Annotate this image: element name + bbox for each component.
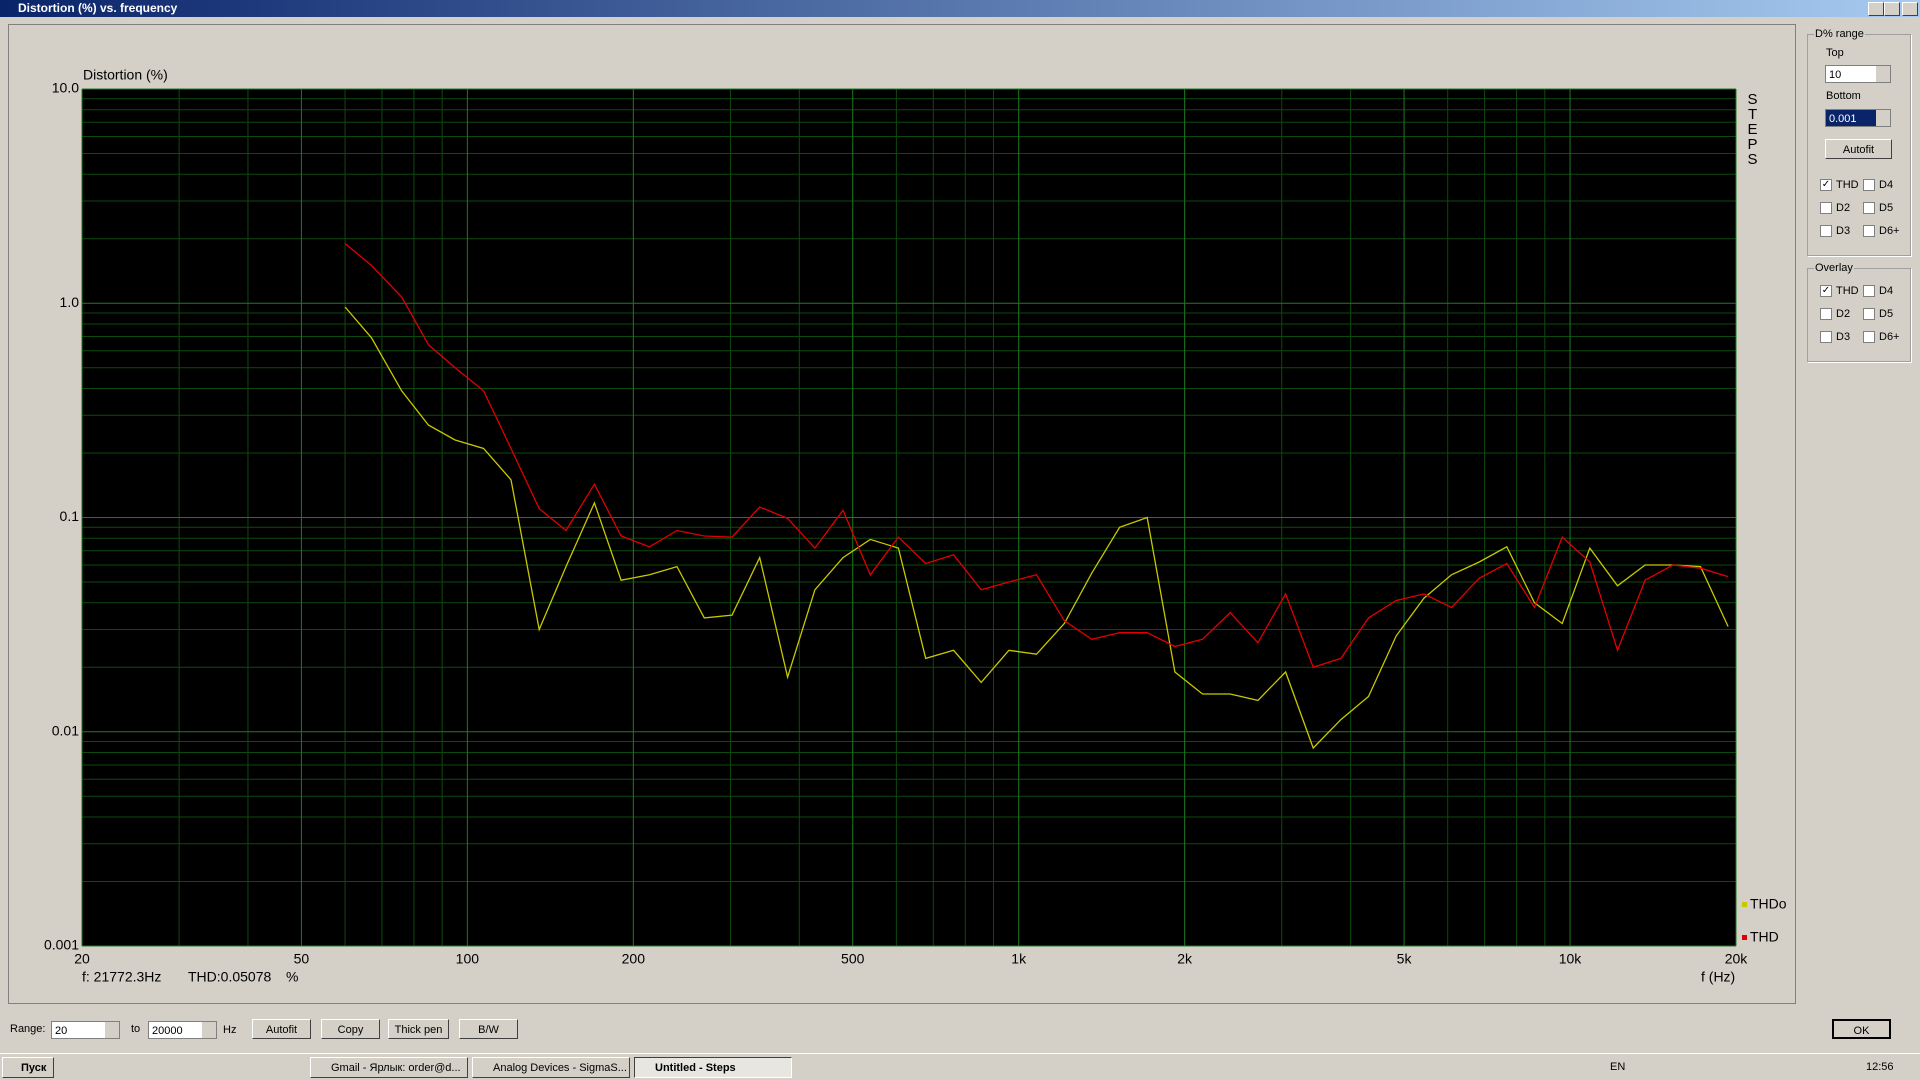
checkbox[interactable]: D6+ <box>1863 331 1906 343</box>
start-button[interactable]: Пуск <box>2 1057 54 1078</box>
checkbox-label: D6+ <box>1879 225 1900 237</box>
checkbox[interactable]: D3 <box>1820 225 1863 237</box>
checkbox[interactable]: D2 <box>1820 202 1863 214</box>
checkbox[interactable]: D5 <box>1863 202 1906 214</box>
checkbox-label: D4 <box>1879 285 1894 297</box>
x-tick-label: 100 <box>456 951 480 967</box>
group-caption: Overlay <box>1814 262 1854 274</box>
checkbox-label: D4 <box>1879 179 1894 191</box>
checkbox-box[interactable] <box>1863 179 1875 191</box>
x-tick-label: 200 <box>622 951 646 967</box>
range-checks: ✓ THD D4 D2 D5 D3 D6+ <box>1820 179 1906 237</box>
checkbox[interactable]: D2 <box>1820 308 1863 320</box>
thick-pen-button[interactable]: Thick pen <box>388 1019 449 1039</box>
y-tick-label: 0.001 <box>44 937 79 953</box>
checkbox-box[interactable] <box>1820 225 1832 237</box>
checkbox[interactable]: ✓ THD <box>1820 179 1863 191</box>
taskbar: Пуск Gmail - Ярлык: order@d... Analog De… <box>0 1053 1920 1080</box>
window-title: Distortion (%) vs. frequency <box>18 1 178 15</box>
checkbox-label: D3 <box>1836 225 1851 237</box>
x-tick-label: 10k <box>1559 951 1583 967</box>
checkbox-box[interactable]: ✓ <box>1820 285 1832 297</box>
bottom-label: Bottom <box>1826 90 1861 102</box>
checkbox-box[interactable] <box>1820 331 1832 343</box>
y-tick-label: 1.0 <box>60 294 80 310</box>
readout-value: THD:0.05078 <box>188 969 271 985</box>
checkbox-label: THD <box>1836 285 1859 297</box>
range-to-select[interactable]: 20000 <box>148 1021 217 1039</box>
top-label: Top <box>1826 47 1844 59</box>
overlay-group: Overlay ✓ THD D4 D2 D5 D3 D6+ <box>1807 262 1911 362</box>
series-line <box>344 243 1729 669</box>
checkbox[interactable]: D4 <box>1863 179 1906 191</box>
checkbox-label: D2 <box>1836 308 1851 320</box>
x-tick-label: 1k <box>1011 951 1027 967</box>
readout-unit: % <box>286 969 298 985</box>
checkbox-label: D5 <box>1879 202 1894 214</box>
y-tick-label: 0.01 <box>52 722 79 738</box>
top-select[interactable]: 10 <box>1825 65 1891 83</box>
series-line <box>344 306 1729 750</box>
to-label: to <box>131 1023 141 1035</box>
x-tick-label: 50 <box>294 951 310 967</box>
checkbox-box[interactable] <box>1863 331 1875 343</box>
checkbox-label: D6+ <box>1879 331 1900 343</box>
bottom-select[interactable]: 0.001 <box>1825 109 1891 127</box>
bw-button[interactable]: B/W <box>459 1019 518 1039</box>
x-tick-label: 2k <box>1177 951 1193 967</box>
x-tick-label: 20k <box>1725 951 1749 967</box>
legend-label: THD <box>1750 929 1779 945</box>
chart-frame: Distortion (%) f (Hz) f: 21772.3Hz THD:0… <box>8 24 1796 1004</box>
checkbox-box[interactable] <box>1820 308 1832 320</box>
side-label: STEPS <box>1744 91 1761 166</box>
checkbox[interactable]: D6+ <box>1863 225 1906 237</box>
readout-freq: f: 21772.3Hz <box>82 969 161 985</box>
minimize-button[interactable] <box>1868 2 1884 16</box>
range-label: Range: <box>10 1023 46 1035</box>
unit-label: Hz <box>223 1024 237 1036</box>
close-button[interactable] <box>1902 2 1918 16</box>
copy-button[interactable]: Copy <box>321 1019 380 1039</box>
autofit-button[interactable]: Autofit <box>252 1019 311 1039</box>
checkbox-label: D3 <box>1836 331 1851 343</box>
title-bar: Distortion (%) vs. frequency <box>0 0 1920 17</box>
autofit-range-button[interactable]: Autofit <box>1825 139 1892 159</box>
x-tick-label: 500 <box>841 951 865 967</box>
legend-label: THDo <box>1750 896 1787 912</box>
checkbox-box[interactable] <box>1863 225 1875 237</box>
y-tick-label: 0.1 <box>60 508 80 524</box>
checkbox[interactable]: D5 <box>1863 308 1906 320</box>
x-tick-label: 5k <box>1397 951 1413 967</box>
group-caption: D% range <box>1814 28 1865 40</box>
legend-swatch <box>1742 902 1747 907</box>
checkbox-label: D2 <box>1836 202 1851 214</box>
y-axis-title: Distortion (%) <box>83 67 168 83</box>
checkbox-box[interactable] <box>1863 308 1875 320</box>
task-button[interactable]: Untitled - Steps <box>634 1057 792 1078</box>
checkbox-box[interactable] <box>1820 202 1832 214</box>
task-button[interactable]: Analog Devices - SigmaS... <box>472 1057 630 1078</box>
range-group: D% range Top 10 Bottom 0.001 Autofit ✓ TH… <box>1807 28 1911 256</box>
language[interactable]: EN <box>1610 1061 1626 1073</box>
range-from-select[interactable]: 20 <box>51 1021 120 1039</box>
ok-button[interactable]: OK <box>1832 1019 1891 1039</box>
checkbox-label: THD <box>1836 179 1859 191</box>
maximize-button[interactable] <box>1884 2 1900 16</box>
y-tick-label: 10.0 <box>52 80 79 96</box>
checkbox[interactable]: D3 <box>1820 331 1863 343</box>
checkbox-label: D5 <box>1879 308 1894 320</box>
x-tick-label: 20 <box>74 951 90 967</box>
task-button[interactable]: Gmail - Ярлык: order@d... <box>310 1057 468 1078</box>
overlay-checks: ✓ THD D4 D2 D5 D3 D6+ <box>1820 285 1906 343</box>
checkbox[interactable]: ✓ THD <box>1820 285 1863 297</box>
checkbox[interactable]: D4 <box>1863 285 1906 297</box>
clock: 12:56 <box>1866 1061 1894 1073</box>
checkbox-box[interactable] <box>1863 202 1875 214</box>
chart: Distortion (%) f (Hz) f: 21772.3Hz THD:0… <box>44 67 1787 985</box>
checkbox-box[interactable]: ✓ <box>1820 179 1832 191</box>
legend-swatch <box>1742 935 1747 940</box>
x-axis-title: f (Hz) <box>1701 969 1735 985</box>
checkbox-box[interactable] <box>1863 285 1875 297</box>
